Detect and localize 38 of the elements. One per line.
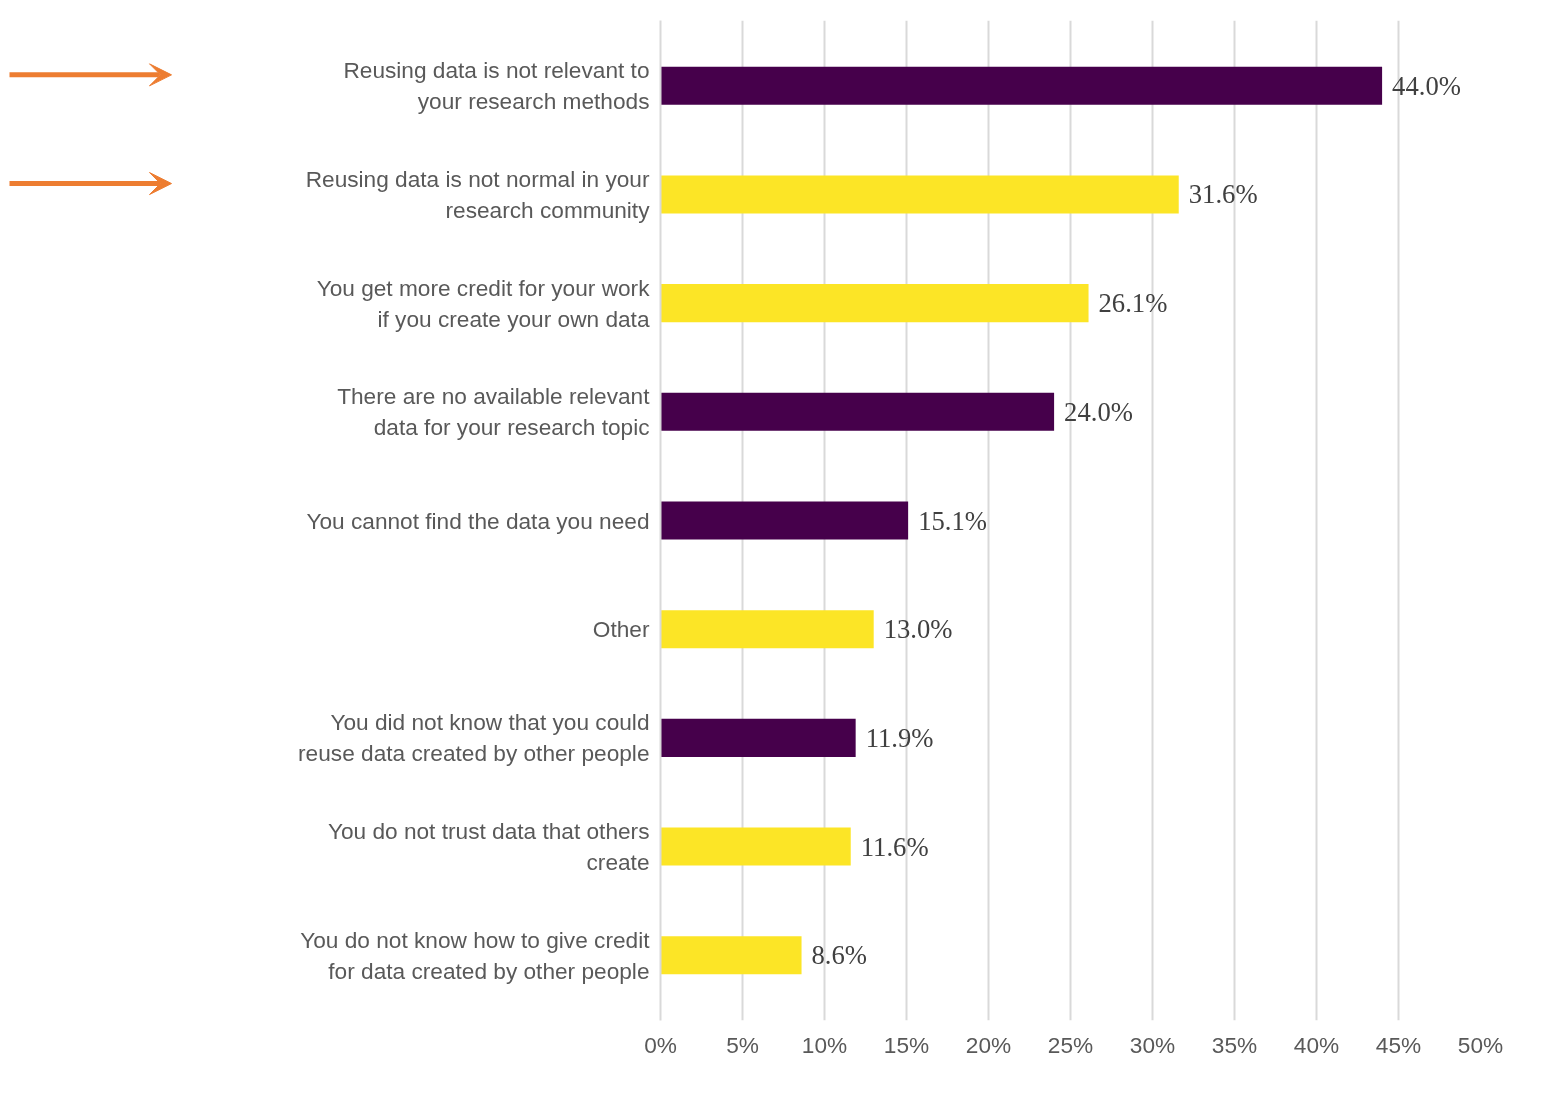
y-tick-label: Reusing data is not normal in your research community (305, 165, 651, 224)
x-tick-label: 30% (1129, 1031, 1176, 1058)
y-tick-label: There are no available relevant data for your research topic (337, 383, 651, 441)
data-label: 31.6% (1188, 179, 1258, 210)
y-tick-label: You cannot find the data you need (306, 507, 650, 534)
x-tick-label: 10% (801, 1031, 848, 1058)
data-label: 44.0% (1392, 70, 1461, 101)
bar (660, 175, 1179, 214)
data-label: 24.0% (1064, 396, 1133, 427)
y-tick-label: You did not know that you could reuse data created by other people (298, 709, 650, 767)
x-tick-label: 5% (726, 1031, 759, 1058)
bar (660, 827, 851, 866)
bar (660, 501, 909, 540)
bar (660, 936, 802, 975)
x-tick-label: 40% (1293, 1031, 1340, 1058)
x-tick-label: 25% (1047, 1031, 1094, 1058)
bar (660, 718, 856, 757)
y-tick-label: You get more credit for your work if you create your own data (316, 274, 651, 332)
y-tick-label: Reusing data is not relevant to your research methods (343, 57, 650, 115)
data-label: 26.1% (1098, 288, 1168, 319)
bar (660, 392, 1055, 431)
bar (660, 610, 874, 649)
y-tick-label: You do not trust data that others create (327, 817, 650, 876)
x-tick-label: 0% (644, 1031, 677, 1058)
data-label: 15.1% (918, 505, 987, 536)
x-tick-label: 20% (965, 1031, 1012, 1058)
x-tick-label: 15% (883, 1031, 930, 1058)
bar (660, 284, 1089, 323)
data-label: 11.9% (865, 722, 934, 753)
data-label: 8.6% (811, 940, 868, 971)
bar (660, 66, 1383, 105)
x-tick-label: 45% (1375, 1031, 1422, 1058)
x-tick-label: 35% (1211, 1031, 1258, 1058)
data-label: 11.6% (860, 831, 929, 862)
y-tick-label: Other (592, 616, 650, 643)
x-tick-label: 50% (1457, 1031, 1504, 1058)
data-label: 13.0% (883, 614, 953, 645)
y-tick-label: You do not know how to give credit for data created by other people (300, 926, 651, 984)
